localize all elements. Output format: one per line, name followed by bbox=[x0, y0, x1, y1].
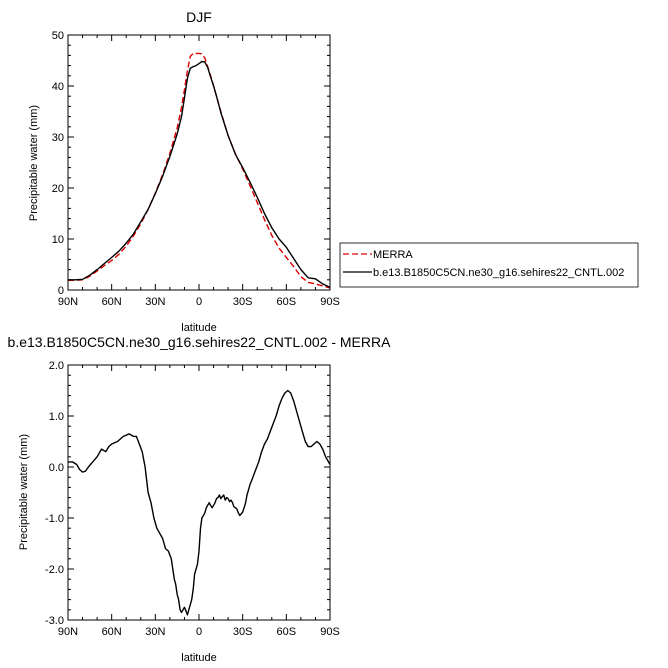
x-tick-label: 60N bbox=[102, 296, 122, 308]
y-tick-label: 50 bbox=[52, 30, 64, 42]
x-tick-label: 90S bbox=[320, 296, 340, 308]
y-tick-label: -2.0 bbox=[45, 564, 64, 576]
y-axis-label: Precipitable water (mm) bbox=[18, 434, 30, 550]
y-tick-label: 0.0 bbox=[49, 462, 64, 474]
y-tick-label: -1.0 bbox=[45, 513, 64, 525]
legend: MERRA b.e13.B1850C5CN.ne30_g16.sehires22… bbox=[339, 242, 639, 288]
series-group bbox=[68, 389, 331, 616]
x-tick-label: 90N bbox=[58, 626, 78, 638]
difference-chart: b.e13.B1850C5CN.ne30_g16.sehires22_CNTL.… bbox=[8, 334, 392, 664]
y-tick-label: 2.0 bbox=[49, 360, 64, 372]
model-line bbox=[68, 60, 331, 289]
y-tick-label: 0 bbox=[58, 285, 64, 297]
x-tick-label: 60S bbox=[277, 296, 297, 308]
x-tick-label: 30S bbox=[233, 296, 253, 308]
chart-title: b.e13.B1850C5CN.ne30_g16.sehires22_CNTL.… bbox=[8, 334, 392, 350]
ticks: 90N 60N 30N 0 30S 60S 90S 0 10 20 30 40 50 bbox=[52, 30, 340, 308]
plot-frame bbox=[67, 34, 331, 291]
x-tick-label: 0 bbox=[196, 296, 202, 308]
x-tick-label: 60S bbox=[277, 626, 297, 638]
legend-box bbox=[339, 242, 639, 288]
y-axis-label: Precipitable water (mm) bbox=[28, 105, 40, 221]
x-tick-label: 30N bbox=[145, 296, 165, 308]
difference-line bbox=[68, 389, 331, 616]
x-tick-label: 90N bbox=[58, 296, 78, 308]
y-tick-label: -3.0 bbox=[45, 615, 64, 627]
x-tick-label: 0 bbox=[196, 626, 202, 638]
x-tick-label: 30S bbox=[233, 626, 253, 638]
y-tick-label: 1.0 bbox=[49, 411, 64, 423]
chart-title: DJF bbox=[186, 9, 212, 25]
plot-frame bbox=[67, 364, 331, 621]
merra-line bbox=[68, 52, 331, 289]
djf-chart: DJF latitude Precipitable water (mm) 90N… bbox=[28, 9, 340, 334]
x-axis-label: latitude bbox=[181, 652, 216, 664]
y-tick-label: 10 bbox=[52, 234, 64, 246]
x-tick-label: 60N bbox=[102, 626, 122, 638]
legend-model-label: b.e13.B1850C5CN.ne30_g16.sehires22_CNTL.… bbox=[373, 267, 624, 279]
x-axis-label: latitude bbox=[181, 322, 216, 334]
y-tick-label: 20 bbox=[52, 183, 64, 195]
series-group bbox=[68, 52, 331, 289]
legend-merra-label: MERRA bbox=[373, 249, 413, 261]
x-tick-label: 90S bbox=[320, 626, 340, 638]
y-tick-label: 40 bbox=[52, 81, 64, 93]
x-tick-label: 30N bbox=[145, 626, 165, 638]
y-tick-label: 30 bbox=[52, 132, 64, 144]
